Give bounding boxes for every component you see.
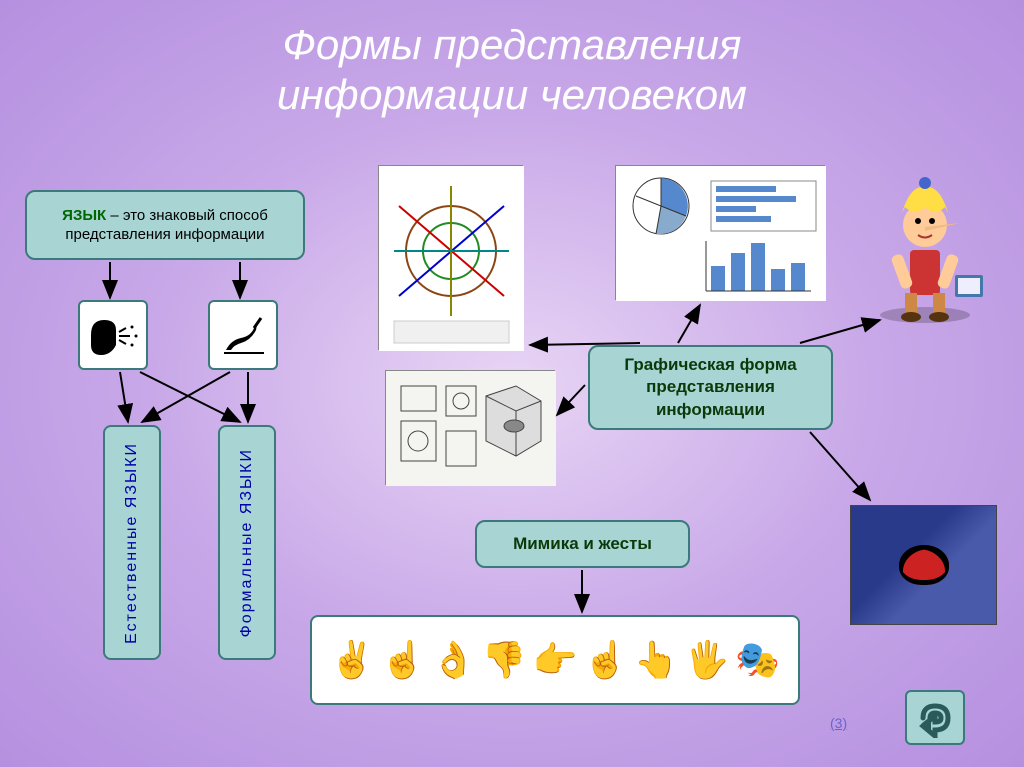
technical-drawing-image: [385, 370, 555, 485]
graphic-form-label: Графическая форма представления информац…: [598, 354, 823, 420]
page-number-link[interactable]: (3): [830, 715, 847, 731]
hand-sign-icon: ☝: [381, 639, 426, 681]
hand-sign-icon: 🖐: [685, 639, 730, 681]
hand-sign-icon: 👎: [482, 639, 527, 681]
hand-sign-icon: ☝: [583, 639, 628, 681]
hand-signs-box: ✌ ☝ 👌 👎 👉 ☝ 👆 🖐 🎭: [310, 615, 800, 705]
speak-icon: [86, 310, 141, 360]
speaking-icon-box: [78, 300, 148, 370]
ladybug-image: [850, 505, 997, 625]
formal-languages-box: Формальные ЯЗЫКИ: [218, 425, 276, 660]
mimic-gestures-box: Мимика и жесты: [475, 520, 690, 568]
back-button[interactable]: [905, 690, 965, 745]
language-definition-box: ЯЗЫК – это знаковый способ представления…: [25, 190, 305, 260]
language-keyword: ЯЗЫК: [62, 207, 106, 224]
hand-sign-icon: 👉: [533, 639, 578, 681]
return-icon: [913, 698, 958, 738]
hand-sign-icon: 👆: [634, 639, 679, 681]
page-title: Формы представления информации человеком: [0, 0, 1024, 121]
pinocchio-image: [860, 155, 990, 325]
mimic-gestures-label: Мимика и жесты: [513, 534, 652, 554]
hand-sign-icon: 🎭: [735, 639, 780, 681]
graphic-form-box: Графическая форма представления информац…: [588, 345, 833, 430]
natural-languages-label: Естественные ЯЗЫКИ: [123, 442, 141, 644]
hand-sign-icon: 👌: [431, 639, 476, 681]
hand-sign-icon: ✌: [330, 639, 375, 681]
writing-icon-box: [208, 300, 278, 370]
write-icon: [216, 310, 271, 360]
formal-languages-label: Формальные ЯЗЫКИ: [238, 448, 256, 637]
natural-languages-box: Естественные ЯЗЫКИ: [103, 425, 161, 660]
map-image: [378, 165, 523, 350]
charts-image: [615, 165, 825, 300]
